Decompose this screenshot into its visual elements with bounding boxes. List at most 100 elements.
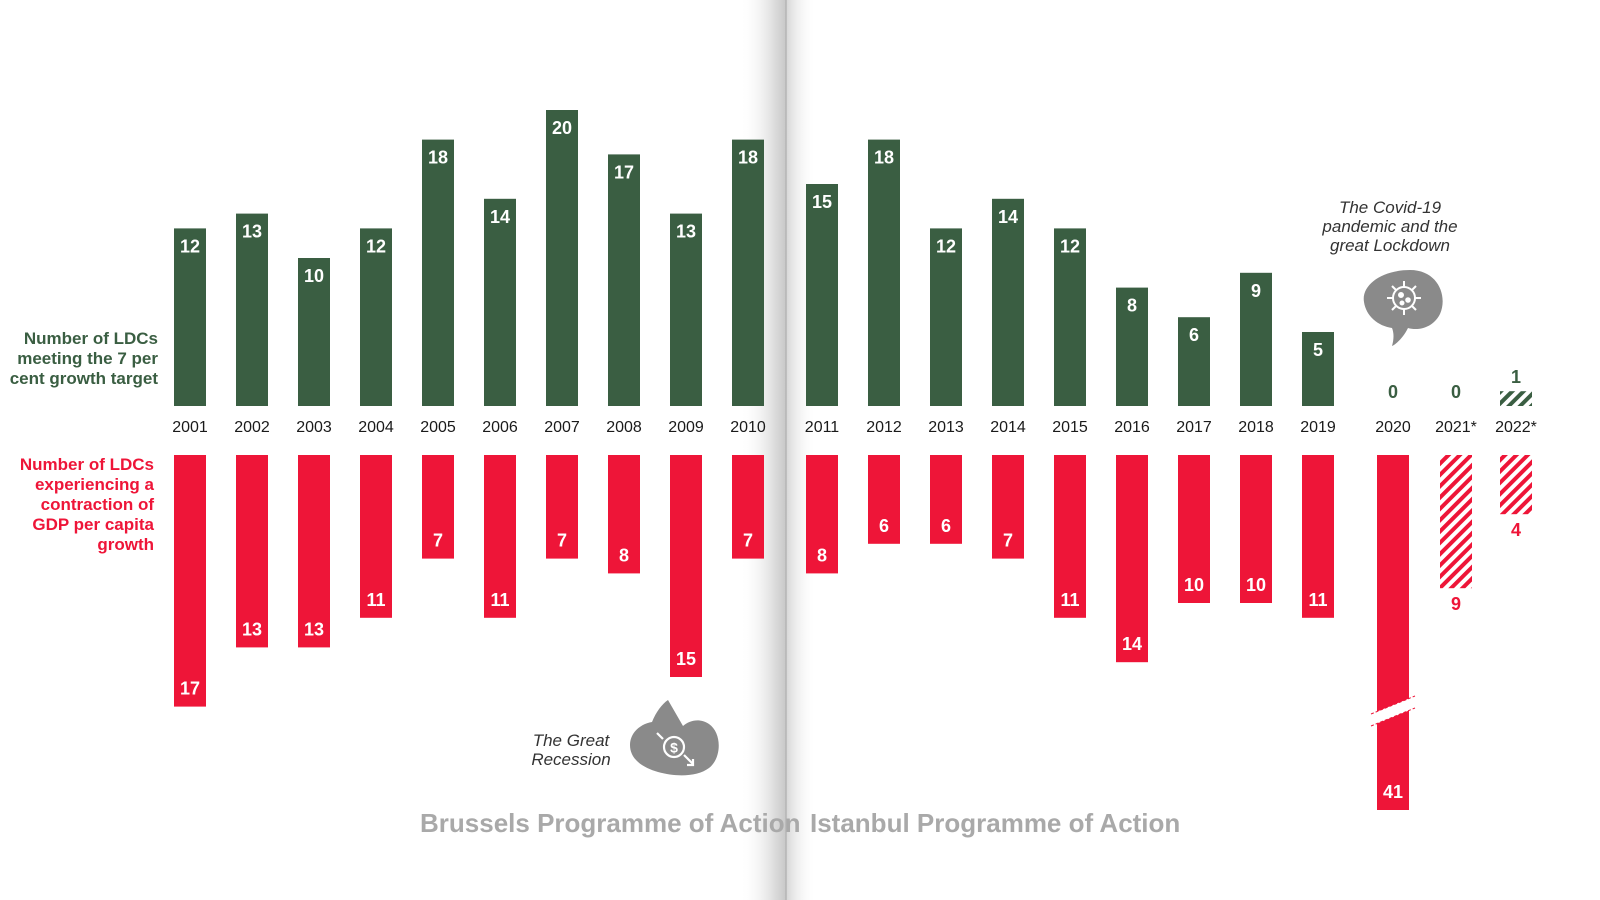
- tick-label-2016: 2016: [1114, 419, 1150, 436]
- bar-target-2011: [806, 184, 838, 406]
- icons-layer: $: [630, 270, 1443, 776]
- value-contraction-2021: 9: [1451, 594, 1461, 614]
- virus-icon: [1387, 281, 1421, 315]
- tick-label-2013: 2013: [928, 419, 964, 436]
- bar-contraction-2009: [670, 455, 702, 677]
- bar-contraction-2014: [992, 455, 1024, 559]
- bar-contraction-2018: [1240, 455, 1272, 603]
- tick-label-2007: 2007: [544, 419, 580, 436]
- value-contraction-2009: 15: [676, 649, 696, 669]
- covid-callout: [1363, 270, 1443, 346]
- value-contraction-2018: 10: [1246, 575, 1266, 595]
- bar-target-2003: [298, 258, 330, 406]
- value-target-2021: 0: [1451, 382, 1461, 402]
- value-contraction-2007: 7: [557, 531, 567, 551]
- value-contraction-2008: 8: [619, 545, 629, 565]
- bar-contraction-2017: [1178, 455, 1210, 603]
- bar-contraction-2002: [236, 455, 268, 648]
- value-target-2022: 1: [1511, 367, 1521, 387]
- tick-label-2022: 2022*: [1495, 419, 1537, 436]
- bar-target-2012: [868, 139, 900, 406]
- tick-label-2005: 2005: [420, 419, 456, 436]
- bar-target-2013: [930, 228, 962, 406]
- value-contraction-2013: 6: [941, 516, 951, 536]
- tick-label-2021: 2021*: [1435, 419, 1477, 436]
- value-target-2018: 9: [1251, 281, 1261, 301]
- value-target-2011: 15: [812, 192, 832, 212]
- label-meeting-target: Number of LDCs meeting the 7 per cent gr…: [9, 329, 158, 388]
- value-contraction-2019: 11: [1308, 590, 1327, 610]
- falling-dollar-icon: $: [656, 732, 695, 767]
- bar-contraction-2021: [1440, 455, 1472, 589]
- bar-target-2009: [670, 213, 702, 406]
- tick-label-2006: 2006: [482, 419, 518, 436]
- value-target-2010: 18: [738, 148, 758, 168]
- tick-label-2018: 2018: [1238, 419, 1274, 436]
- bar-contraction-2013: [930, 455, 962, 544]
- value-target-2019: 5: [1313, 340, 1323, 360]
- svg-text:$: $: [670, 740, 678, 756]
- value-target-2006: 14: [490, 207, 510, 227]
- value-contraction-2015: 11: [1060, 590, 1079, 610]
- value-target-2017: 6: [1189, 325, 1199, 345]
- bar-target-2001: [174, 228, 206, 406]
- value-contraction-2005: 7: [433, 531, 443, 551]
- bar-target-2005: [422, 139, 454, 406]
- bar-contraction-2022: [1500, 455, 1532, 515]
- bar-target-2010: [732, 139, 764, 406]
- bar-target-2015: [1054, 228, 1086, 406]
- bar-target-2018: [1240, 272, 1272, 406]
- bar-contraction-2019: [1302, 455, 1334, 618]
- covid-note: The Covid-19 pandemic and the great Lock…: [1322, 198, 1458, 255]
- axis-break-line-bottom: [1370, 707, 1416, 727]
- tick-label-2015: 2015: [1052, 419, 1088, 436]
- tick-label-2011: 2011: [805, 419, 840, 436]
- bar-contraction-2008: [608, 455, 640, 574]
- page-fold-shadow-right: [786, 0, 816, 900]
- bar-contraction-2010: [732, 455, 764, 559]
- tick-label-2017: 2017: [1176, 419, 1212, 436]
- axis-break-line-top: [1370, 695, 1416, 715]
- value-contraction-2010: 7: [743, 531, 753, 551]
- value-contraction-2011: 8: [817, 545, 827, 565]
- value-target-2013: 12: [936, 236, 956, 256]
- value-contraction-2003: 13: [304, 619, 324, 639]
- bar-target-2002: [236, 213, 268, 406]
- bar-contraction-2005: [422, 455, 454, 559]
- page-fold-shadow-left: [740, 0, 786, 900]
- bar-target-2004: [360, 228, 392, 406]
- bar-target-2019: [1302, 332, 1334, 406]
- value-target-2014: 14: [998, 207, 1018, 227]
- tick-label-2012: 2012: [866, 419, 902, 436]
- value-target-2020: 0: [1388, 382, 1398, 402]
- tick-label-2004: 2004: [358, 419, 394, 436]
- tick-label-2014: 2014: [990, 419, 1026, 436]
- value-target-2015: 12: [1060, 236, 1080, 256]
- value-target-2004: 12: [366, 236, 386, 256]
- value-target-2007: 20: [552, 118, 572, 138]
- label-contraction: Number of LDCs experiencing a contractio…: [19, 455, 154, 554]
- bar-contraction-2015: [1054, 455, 1086, 618]
- value-contraction-2012: 6: [879, 516, 889, 536]
- bar-contraction-2020: [1377, 455, 1409, 810]
- value-contraction-2016: 14: [1122, 634, 1142, 654]
- value-target-2002: 13: [242, 222, 262, 242]
- value-contraction-2001: 17: [180, 679, 200, 699]
- value-contraction-2017: 10: [1184, 575, 1204, 595]
- recession-callout: $: [630, 700, 719, 776]
- value-target-2009: 13: [676, 222, 696, 242]
- bar-contraction-2016: [1116, 455, 1148, 663]
- value-contraction-2022: 4: [1511, 520, 1521, 540]
- tick-label-2002: 2002: [234, 419, 270, 436]
- value-target-2005: 18: [428, 148, 448, 168]
- recession-note: The Great Recession: [531, 731, 611, 769]
- tick-label-2001: 2001: [172, 419, 208, 436]
- value-target-2008: 17: [614, 162, 634, 182]
- bar-target-2017: [1178, 317, 1210, 406]
- bar-target-2022: [1500, 391, 1532, 406]
- bar-contraction-2003: [298, 455, 330, 648]
- value-contraction-2002: 13: [242, 619, 262, 639]
- tick-label-2009: 2009: [668, 419, 704, 436]
- value-contraction-2006: 11: [490, 590, 509, 610]
